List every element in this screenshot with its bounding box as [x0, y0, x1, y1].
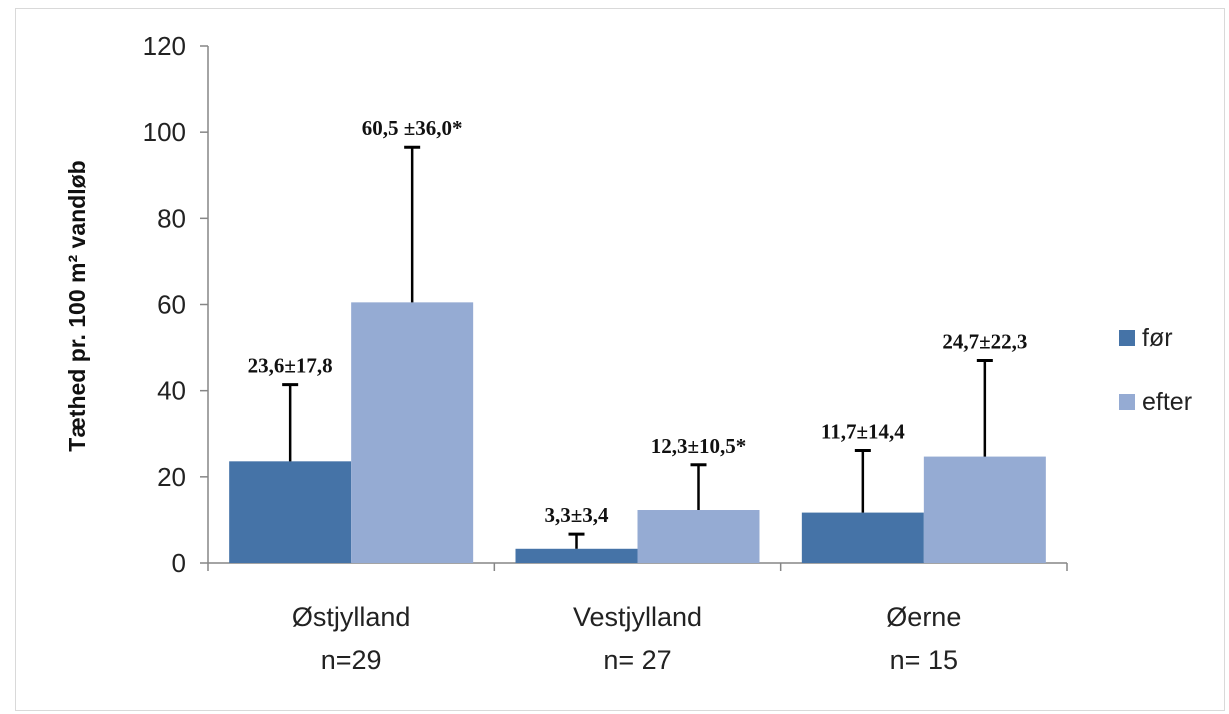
y-tick-label: 120	[143, 31, 186, 61]
data-label: 60,5 ±36,0*	[362, 116, 463, 140]
y-tick-label: 20	[157, 462, 186, 492]
bars	[229, 302, 1046, 563]
x-category-n: n= 15	[890, 645, 958, 675]
legend-swatch-før	[1119, 330, 1135, 346]
y-axis-label: Tæthed pr. 100 m² vandløb	[64, 160, 90, 451]
bar-efter-2	[923, 456, 1046, 563]
legend-swatch-efter	[1119, 394, 1135, 410]
error-bars	[282, 145, 993, 549]
bar-efter-1	[637, 510, 760, 563]
bar-før-0	[229, 461, 352, 563]
data-label: 24,7±22,3	[942, 330, 1027, 354]
data-label: 23,6±17,8	[248, 354, 333, 378]
y-tick-label: 80	[157, 203, 186, 233]
x-category-n: n= 27	[603, 645, 671, 675]
y-tick-label: 100	[143, 117, 186, 147]
x-category-label: Øerne	[886, 602, 961, 632]
chart-frame	[15, 8, 1225, 711]
x-category-n: n=29	[321, 645, 382, 675]
legend-label-før: før	[1142, 324, 1173, 352]
data-label: 11,7±14,4	[821, 420, 905, 444]
data-labels: 23,6±17,8 60,5 ±36,0* 3,3±3,4 12,3±10,5* 11,…	[248, 116, 1028, 527]
y-tick-label: 60	[157, 290, 186, 320]
category-labels: Østjylland n=29 Vestjylland n= 27 Øerne n= 15	[292, 602, 961, 675]
bar-før-2	[801, 512, 924, 563]
legend-label-efter: efter	[1142, 388, 1192, 416]
data-label: 12,3±10,5*	[651, 434, 747, 458]
bar-før-1	[515, 548, 638, 563]
bar-efter-0	[351, 302, 474, 563]
legend: før efter	[1119, 324, 1192, 416]
y-tick-label: 40	[157, 376, 186, 406]
x-category-label: Østjylland	[292, 602, 411, 632]
y-tick-label: 0	[172, 548, 186, 578]
data-label: 3,3±3,4	[544, 503, 609, 527]
x-category-label: Vestjylland	[573, 602, 702, 632]
